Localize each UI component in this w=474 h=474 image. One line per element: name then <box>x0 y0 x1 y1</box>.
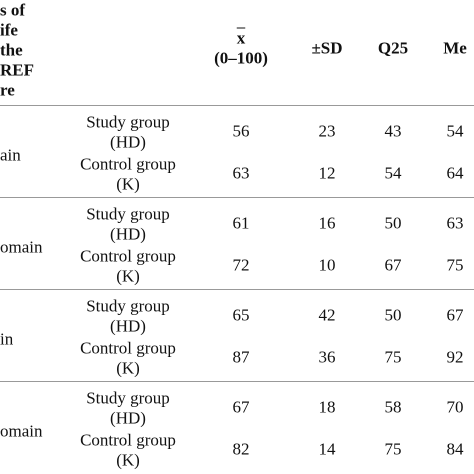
cell-value: 75 <box>446 255 464 275</box>
group-name: Study group <box>86 296 170 316</box>
group-name: Control group <box>80 430 176 450</box>
cell-value: 61 <box>232 213 250 233</box>
cell-value: 50 <box>384 305 402 325</box>
cell-value: 65 <box>232 305 250 325</box>
cell-value: 72 <box>232 255 250 275</box>
header-label: the <box>0 40 23 60</box>
domain-label: ain <box>0 145 21 165</box>
group-name: Control group <box>80 246 176 266</box>
cell-value: 58 <box>384 397 402 417</box>
cell-value: 23 <box>318 121 336 141</box>
cell-value: 67 <box>446 305 464 325</box>
group-code: (K) <box>116 450 140 470</box>
cell-value: 50 <box>384 213 402 233</box>
cell-value: 67 <box>232 397 250 417</box>
row-divider <box>0 197 474 198</box>
group-code: (HD) <box>110 224 146 244</box>
cell-value: 64 <box>446 163 464 183</box>
cell-value: 56 <box>232 121 250 141</box>
cell-value: 54 <box>384 163 402 183</box>
column-header: ±SD <box>311 38 343 58</box>
cell-value: 92 <box>446 347 464 367</box>
group-code: (K) <box>116 358 140 378</box>
cell-value: 82 <box>232 439 250 459</box>
cell-value: 42 <box>318 305 336 325</box>
column-header: Me <box>443 38 467 58</box>
cell-value: 63 <box>232 163 250 183</box>
cell-value: 87 <box>232 347 250 367</box>
column-header: x <box>236 28 246 48</box>
group-name: Control group <box>80 154 176 174</box>
group-code: (HD) <box>110 316 146 336</box>
cell-value: 67 <box>384 255 402 275</box>
group-name: Study group <box>86 112 170 132</box>
row-divider <box>0 289 474 290</box>
header-label: s of <box>0 0 26 20</box>
group-code: (HD) <box>110 132 146 152</box>
column-subheader: (0–100) <box>214 48 268 68</box>
domain-label: omain <box>0 237 43 257</box>
cell-value: 12 <box>318 163 336 183</box>
group-name: Study group <box>86 388 170 408</box>
cell-value: 54 <box>446 121 464 141</box>
cell-value: 10 <box>318 255 336 275</box>
cell-value: 36 <box>318 347 336 367</box>
cell-value: 16 <box>318 213 336 233</box>
cell-value: 75 <box>384 439 402 459</box>
group-name: Control group <box>80 338 176 358</box>
domain-label: in <box>0 329 14 349</box>
header-label: ife <box>0 20 18 40</box>
header-label: REF <box>0 60 34 80</box>
group-code: (K) <box>116 174 140 194</box>
cell-value: 63 <box>446 213 464 233</box>
domain-label: omain <box>0 421 43 441</box>
cell-value: 70 <box>446 397 464 417</box>
header-label: re <box>0 80 15 100</box>
cell-value: 43 <box>384 121 402 141</box>
row-divider <box>0 381 474 382</box>
group-code: (K) <box>116 266 140 286</box>
cell-value: 18 <box>318 397 336 417</box>
cell-value: 75 <box>384 347 402 367</box>
row-divider <box>0 105 474 106</box>
group-code: (HD) <box>110 408 146 428</box>
cell-value: 14 <box>318 439 336 459</box>
cell-value: 84 <box>446 439 464 459</box>
group-name: Study group <box>86 204 170 224</box>
column-header: Q25 <box>377 38 409 58</box>
